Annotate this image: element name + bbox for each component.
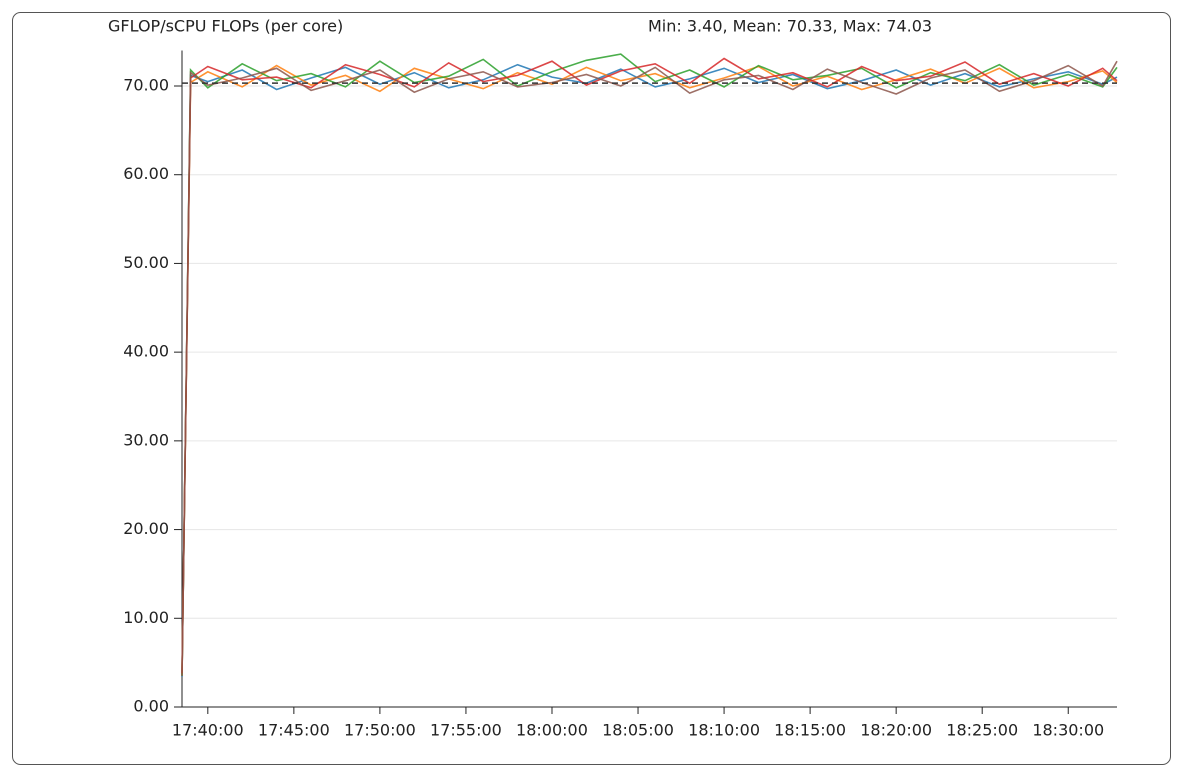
x-tick-label: 18:15:00 <box>774 721 846 740</box>
x-tick-label: 17:50:00 <box>344 721 416 740</box>
x-tick-label: 18:10:00 <box>688 721 760 740</box>
y-tick-label: 40.00 <box>123 342 169 361</box>
stats-text: Min: 3.40, Mean: 70.33, Max: 74.03 <box>648 17 932 36</box>
x-tick-label: 18:00:00 <box>516 721 588 740</box>
y-tick-label: 50.00 <box>123 253 169 272</box>
y-tick-label: 30.00 <box>123 430 169 449</box>
x-tick-label: 17:45:00 <box>258 721 330 740</box>
y-tick-label: 20.00 <box>123 519 169 538</box>
chart-title: GFLOP/sCPU FLOPs (per core) <box>108 17 343 36</box>
y-tick-label: 70.00 <box>123 76 169 95</box>
y-tick-label: 60.00 <box>123 164 169 183</box>
y-tick-label: 10.00 <box>123 608 169 627</box>
series-line <box>181 63 1118 677</box>
x-tick-label: 18:25:00 <box>946 721 1018 740</box>
x-tick-label: 18:05:00 <box>602 721 674 740</box>
panel-border <box>12 12 1171 765</box>
y-tick-label: 0.00 <box>133 697 169 716</box>
series-line <box>181 60 1118 677</box>
x-tick-label: 17:40:00 <box>172 721 244 740</box>
x-tick-label: 18:20:00 <box>860 721 932 740</box>
x-tick-label: 17:55:00 <box>430 721 502 740</box>
x-tick-label: 18:30:00 <box>1032 721 1104 740</box>
